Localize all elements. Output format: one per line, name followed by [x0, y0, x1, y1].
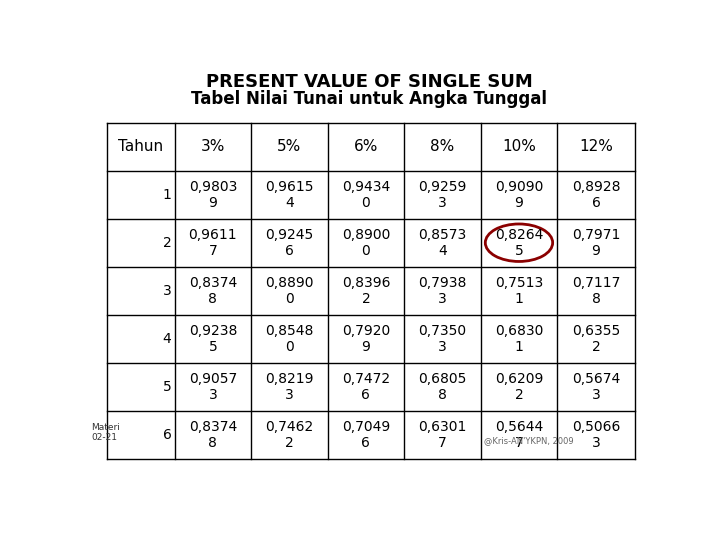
Text: 0,5066
3: 0,5066 3 [572, 420, 620, 450]
Text: 0,7920
9: 0,7920 9 [342, 324, 390, 354]
Text: 0,9238
5: 0,9238 5 [189, 324, 237, 354]
Text: 0,8548
0: 0,8548 0 [265, 324, 314, 354]
Text: 0,6355
2: 0,6355 2 [572, 324, 620, 354]
Text: 0,6209
2: 0,6209 2 [495, 372, 543, 402]
Text: 0,8573
4: 0,8573 4 [418, 228, 467, 258]
Text: 0,6301
7: 0,6301 7 [418, 420, 467, 450]
Text: 0,7350
3: 0,7350 3 [418, 324, 467, 354]
Text: 2: 2 [163, 236, 171, 249]
Text: 0,6805
8: 0,6805 8 [418, 372, 467, 402]
Text: 0,7462
2: 0,7462 2 [265, 420, 313, 450]
Text: 1: 1 [163, 188, 171, 201]
Text: 0,7117
8: 0,7117 8 [572, 276, 620, 306]
Text: 6: 6 [163, 428, 171, 442]
Text: 0,9245
6: 0,9245 6 [265, 228, 313, 258]
Text: 6%: 6% [354, 139, 378, 154]
Text: 4: 4 [163, 332, 171, 346]
Text: Tabel Nilai Tunai untuk Angka Tunggal: Tabel Nilai Tunai untuk Angka Tunggal [191, 90, 547, 109]
Text: 0,9434
0: 0,9434 0 [342, 180, 390, 210]
Text: 0,7971
9: 0,7971 9 [572, 228, 620, 258]
Text: 0,9611
7: 0,9611 7 [189, 228, 237, 258]
Text: 3%: 3% [201, 139, 225, 154]
Text: 0,9615
4: 0,9615 4 [265, 180, 314, 210]
Text: 0,5644
7: 0,5644 7 [495, 420, 543, 450]
Text: PRESENT VALUE OF SINGLE SUM: PRESENT VALUE OF SINGLE SUM [206, 73, 532, 91]
Text: 0,9803
9: 0,9803 9 [189, 180, 237, 210]
Text: 5%: 5% [277, 139, 302, 154]
Text: 0,8374
8: 0,8374 8 [189, 420, 237, 450]
Text: 0,7472
6: 0,7472 6 [342, 372, 390, 402]
Text: 0,8900
0: 0,8900 0 [342, 228, 390, 258]
Text: 0,8928
6: 0,8928 6 [572, 180, 621, 210]
Text: 0,9057
3: 0,9057 3 [189, 372, 237, 402]
Text: 12%: 12% [579, 139, 613, 154]
Text: 0,8890
0: 0,8890 0 [265, 276, 314, 306]
Text: 0,5674
3: 0,5674 3 [572, 372, 620, 402]
Text: Tahun: Tahun [118, 139, 163, 154]
Text: 0,9090
9: 0,9090 9 [495, 180, 543, 210]
Text: Materi
02-21: Materi 02-21 [91, 423, 120, 442]
Text: 3: 3 [163, 284, 171, 298]
Text: 0,8219
3: 0,8219 3 [265, 372, 314, 402]
Text: 5: 5 [163, 380, 171, 394]
Text: @Kris-AN'YKPN, 2009: @Kris-AN'YKPN, 2009 [484, 436, 573, 446]
Text: 0,7938
3: 0,7938 3 [418, 276, 467, 306]
Text: 0,7049
6: 0,7049 6 [342, 420, 390, 450]
Text: 0,8374
8: 0,8374 8 [189, 276, 237, 306]
Text: 0,9259
3: 0,9259 3 [418, 180, 467, 210]
Text: 0,6830
1: 0,6830 1 [495, 324, 543, 354]
Text: 8%: 8% [431, 139, 454, 154]
Text: 10%: 10% [502, 139, 536, 154]
Text: 0,8264
5: 0,8264 5 [495, 228, 543, 258]
Text: 0,7513
1: 0,7513 1 [495, 276, 543, 306]
Text: 0,8396
2: 0,8396 2 [342, 276, 390, 306]
